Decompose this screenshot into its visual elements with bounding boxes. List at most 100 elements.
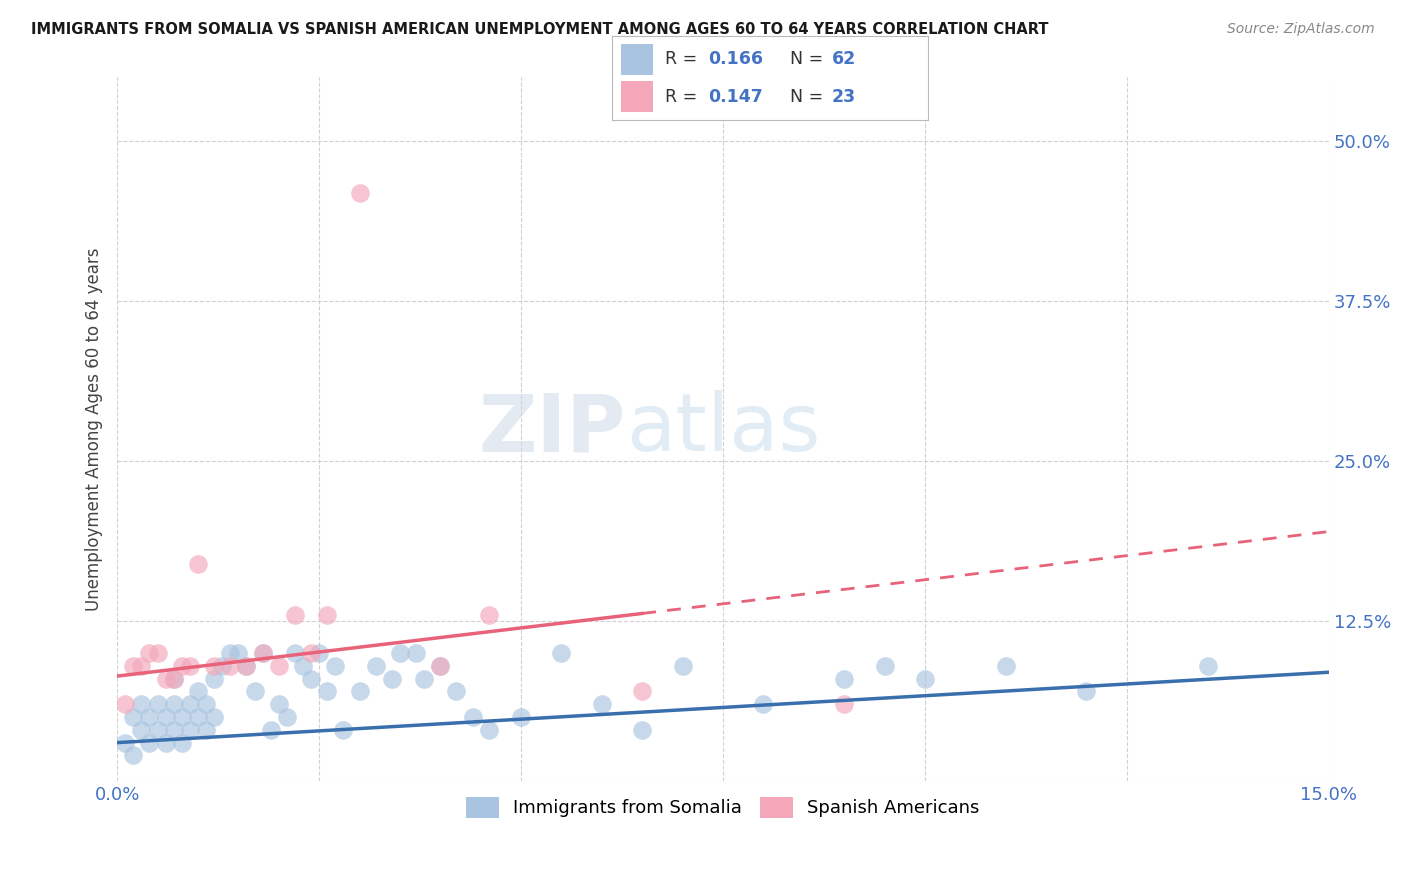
Point [267, 658, 290, 673]
Point [179, 723, 201, 737]
Point [429, 658, 451, 673]
Point [202, 672, 225, 686]
Point [155, 736, 177, 750]
Point [671, 658, 693, 673]
Point [752, 698, 775, 712]
Point [299, 646, 322, 660]
Point [179, 698, 201, 712]
Point [243, 684, 266, 698]
Point [131, 723, 153, 737]
Point [146, 723, 169, 737]
Point [276, 710, 298, 724]
Text: IMMIGRANTS FROM SOMALIA VS SPANISH AMERICAN UNEMPLOYMENT AMONG AGES 60 TO 64 YEA: IMMIGRANTS FROM SOMALIA VS SPANISH AMERI… [31, 22, 1049, 37]
Point [122, 658, 145, 673]
Text: Source: ZipAtlas.com: Source: ZipAtlas.com [1227, 22, 1375, 37]
Point [138, 710, 160, 724]
Point [187, 710, 209, 724]
Point [591, 698, 613, 712]
Point [202, 658, 225, 673]
Point [211, 658, 233, 673]
Point [235, 658, 257, 673]
Point [461, 710, 484, 724]
Point [163, 672, 186, 686]
Point [155, 710, 177, 724]
Point [114, 736, 136, 750]
Point [316, 684, 339, 698]
Point [228, 646, 250, 660]
Point [994, 658, 1017, 673]
Text: R =: R = [665, 87, 703, 105]
Point [429, 658, 451, 673]
Point [170, 710, 193, 724]
Point [219, 658, 242, 673]
Point [195, 723, 218, 737]
Point [413, 672, 436, 686]
Point [284, 646, 307, 660]
Point [187, 557, 209, 571]
Point [631, 684, 654, 698]
Point [195, 698, 218, 712]
Point [202, 710, 225, 724]
Point [914, 672, 936, 686]
FancyBboxPatch shape [621, 81, 652, 112]
Point [405, 646, 427, 660]
Point [478, 723, 501, 737]
Point [131, 658, 153, 673]
Y-axis label: Unemployment Among Ages 60 to 64 years: Unemployment Among Ages 60 to 64 years [86, 247, 103, 611]
Point [131, 698, 153, 712]
Point [163, 723, 186, 737]
Text: 62: 62 [831, 51, 856, 69]
Point [252, 646, 274, 660]
Point [163, 672, 186, 686]
Point [187, 684, 209, 698]
Point [316, 607, 339, 622]
Text: 0.147: 0.147 [709, 87, 763, 105]
Point [873, 658, 896, 673]
Point [349, 684, 371, 698]
Text: 23: 23 [831, 87, 856, 105]
Point [349, 186, 371, 200]
Point [179, 658, 201, 673]
Text: ZIP: ZIP [479, 390, 626, 468]
Point [832, 698, 855, 712]
Point [146, 646, 169, 660]
Point [284, 607, 307, 622]
Point [170, 736, 193, 750]
Point [252, 646, 274, 660]
Point [146, 698, 169, 712]
Point [170, 658, 193, 673]
Point [219, 646, 242, 660]
Point [235, 658, 257, 673]
Text: atlas: atlas [626, 390, 821, 468]
Point [1076, 684, 1098, 698]
Point [122, 710, 145, 724]
Point [332, 723, 354, 737]
Point [550, 646, 572, 660]
Point [832, 672, 855, 686]
Point [323, 658, 346, 673]
Point [155, 672, 177, 686]
Point [510, 710, 533, 724]
Point [308, 646, 330, 660]
Text: N =: N = [790, 87, 830, 105]
Point [138, 736, 160, 750]
Point [114, 698, 136, 712]
Point [446, 684, 468, 698]
Point [138, 646, 160, 660]
Legend: Immigrants from Somalia, Spanish Americans: Immigrants from Somalia, Spanish America… [460, 789, 987, 825]
Point [381, 672, 404, 686]
Text: 0.166: 0.166 [709, 51, 763, 69]
Text: N =: N = [790, 51, 830, 69]
Point [631, 723, 654, 737]
Point [122, 748, 145, 763]
Point [267, 698, 290, 712]
FancyBboxPatch shape [621, 44, 652, 75]
Point [364, 658, 387, 673]
Point [299, 672, 322, 686]
Text: R =: R = [665, 51, 703, 69]
Point [291, 658, 314, 673]
Point [260, 723, 283, 737]
Point [163, 698, 186, 712]
Point [388, 646, 411, 660]
Point [478, 607, 501, 622]
